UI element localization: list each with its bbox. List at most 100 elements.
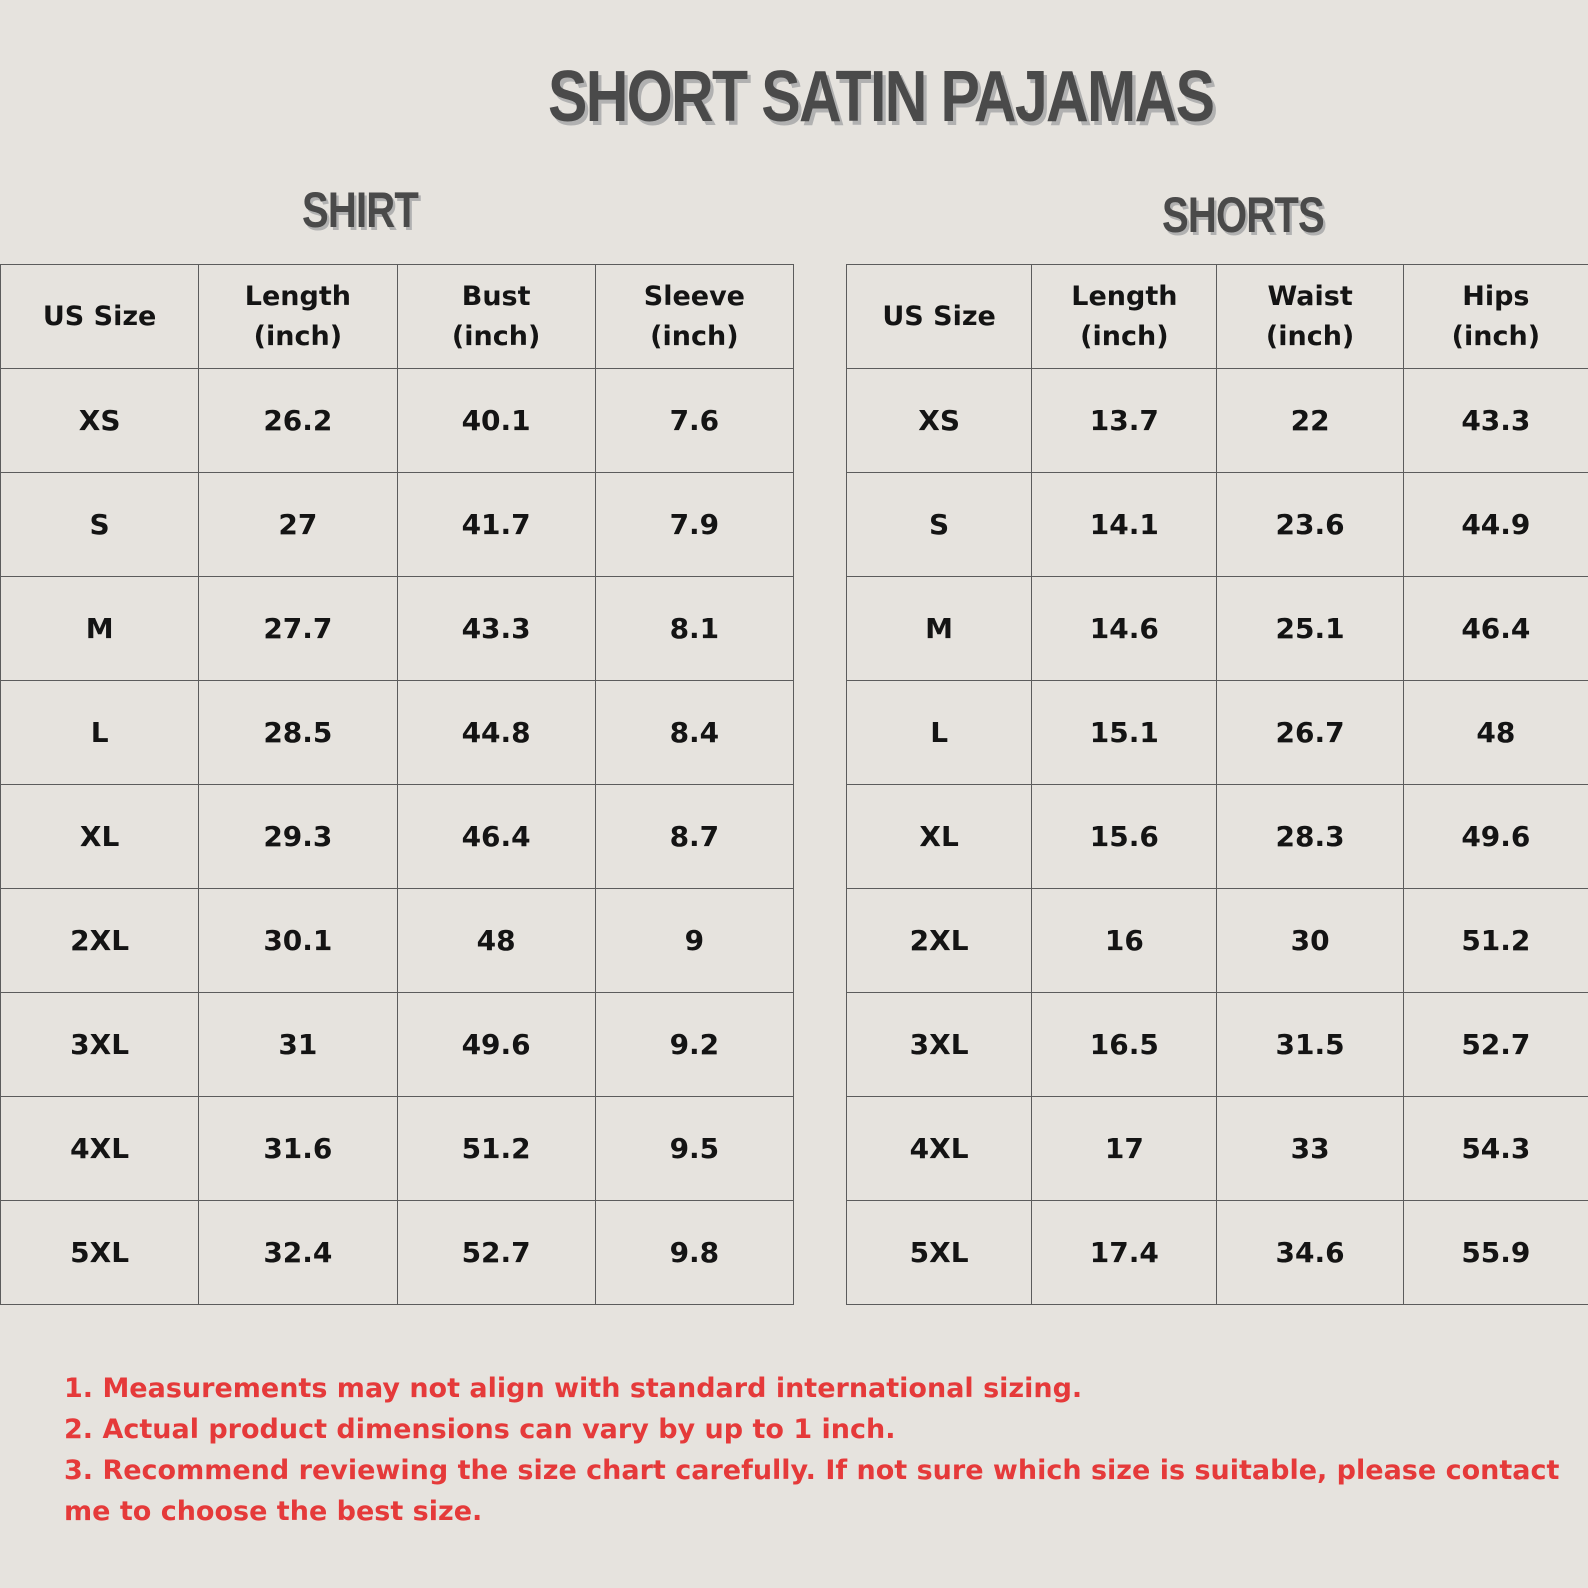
note-2: 2. Actual product dimensions can vary by…: [64, 1414, 896, 1445]
value-cell: 8.7: [594, 784, 795, 889]
value-cell: 8.4: [594, 680, 795, 785]
size-cell: 4XL: [845, 1096, 1033, 1201]
table-row: 3XL 31 49.6 9.2: [0, 992, 795, 1097]
value-cell: 51.2: [1402, 888, 1588, 993]
value-cell: 40.1: [396, 368, 596, 473]
size-cell: 3XL: [0, 992, 200, 1097]
value-cell: 26.7: [1216, 680, 1404, 785]
size-cell: 4XL: [0, 1096, 200, 1201]
value-cell: 48: [396, 888, 596, 993]
value-cell: 27: [198, 472, 398, 577]
value-cell: 43.3: [1402, 368, 1588, 473]
table-row: 2XL 30.1 48 9: [0, 888, 795, 993]
shorts-size-table: US Size Length (inch) Waist (inch) Hips …: [845, 264, 1588, 1305]
size-cell: 3XL: [845, 992, 1033, 1097]
size-cell: 2XL: [0, 888, 200, 993]
value-cell: 13.7: [1031, 368, 1218, 473]
table-row: S 14.1 23.6 44.9: [845, 472, 1588, 577]
page-title: SHORT SATIN PAJAMAS: [548, 57, 1215, 137]
shorts-section-title: SHORTS: [1162, 187, 1325, 243]
value-cell: 33: [1216, 1096, 1404, 1201]
size-cell: M: [0, 576, 200, 681]
size-cell: S: [845, 472, 1033, 577]
value-cell: 46.4: [1402, 576, 1588, 681]
sizing-notes: 1. Measurements may not align with stand…: [64, 1368, 1564, 1532]
table-row: 2XL 16 30 51.2: [845, 888, 1588, 993]
size-cell: XL: [0, 784, 200, 889]
table-row: S 27 41.7 7.9: [0, 472, 795, 577]
value-cell: 15.6: [1031, 784, 1218, 889]
value-cell: 49.6: [1402, 784, 1588, 889]
value-cell: 34.6: [1216, 1200, 1404, 1305]
column-header-waist: Waist (inch): [1216, 264, 1404, 369]
table-row: 4XL 17 33 54.3: [845, 1096, 1588, 1201]
value-cell: 30: [1216, 888, 1404, 993]
table-row: 3XL 16.5 31.5 52.7: [845, 992, 1588, 1097]
value-cell: 41.7: [396, 472, 596, 577]
table-row: XS 26.2 40.1 7.6: [0, 368, 795, 473]
value-cell: 51.2: [396, 1096, 596, 1201]
value-cell: 44.9: [1402, 472, 1588, 577]
value-cell: 48: [1402, 680, 1588, 785]
value-cell: 46.4: [396, 784, 596, 889]
value-cell: 7.9: [594, 472, 795, 577]
note-1: 1. Measurements may not align with stand…: [64, 1373, 1083, 1404]
table-header-row: US Size Length (inch) Bust (inch) Sleeve…: [0, 264, 795, 369]
table-row: L 15.1 26.7 48: [845, 680, 1588, 785]
value-cell: 14.6: [1031, 576, 1218, 681]
value-cell: 52.7: [1402, 992, 1588, 1097]
table-row: XL 15.6 28.3 49.6: [845, 784, 1588, 889]
table-row: XL 29.3 46.4 8.7: [0, 784, 795, 889]
value-cell: 43.3: [396, 576, 596, 681]
value-cell: 28.5: [198, 680, 398, 785]
value-cell: 31.6: [198, 1096, 398, 1201]
value-cell: 8.1: [594, 576, 795, 681]
table-row: 5XL 32.4 52.7 9.8: [0, 1200, 795, 1305]
size-cell: L: [845, 680, 1033, 785]
size-cell: XS: [0, 368, 200, 473]
shirt-table-body: XS 26.2 40.1 7.6 S 27 41.7 7.9 M 27.7 43.3 8.1 L 28.5…: [0, 368, 795, 1305]
value-cell: 27.7: [198, 576, 398, 681]
value-cell: 30.1: [198, 888, 398, 993]
column-header-length: Length (inch): [198, 264, 398, 369]
value-cell: 52.7: [396, 1200, 596, 1305]
value-cell: 23.6: [1216, 472, 1404, 577]
value-cell: 32.4: [198, 1200, 398, 1305]
value-cell: 25.1: [1216, 576, 1404, 681]
value-cell: 9.2: [594, 992, 795, 1097]
value-cell: 14.1: [1031, 472, 1218, 577]
value-cell: 17: [1031, 1096, 1218, 1201]
value-cell: 28.3: [1216, 784, 1404, 889]
value-cell: 16.5: [1031, 992, 1218, 1097]
shorts-table-body: XS 13.7 22 43.3 S 14.1 23.6 44.9 M 14.6 25.1 46.4 L 1…: [845, 368, 1588, 1305]
note-3: 3. Recommend reviewing the size chart ca…: [64, 1455, 1560, 1527]
table-row: L 28.5 44.8 8.4: [0, 680, 795, 785]
shirt-size-table: US Size Length (inch) Bust (inch) Sleeve…: [0, 264, 795, 1305]
value-cell: 29.3: [198, 784, 398, 889]
column-header-hips: Hips (inch): [1402, 264, 1588, 369]
value-cell: 17.4: [1031, 1200, 1218, 1305]
value-cell: 22: [1216, 368, 1404, 473]
value-cell: 31.5: [1216, 992, 1404, 1097]
table-row: M 27.7 43.3 8.1: [0, 576, 795, 681]
size-cell: XL: [845, 784, 1033, 889]
column-header-sleeve: Sleeve (inch): [594, 264, 795, 369]
value-cell: 49.6: [396, 992, 596, 1097]
size-cell: S: [0, 472, 200, 577]
value-cell: 7.6: [594, 368, 795, 473]
value-cell: 9.5: [594, 1096, 795, 1201]
table-header-row: US Size Length (inch) Waist (inch) Hips …: [845, 264, 1588, 369]
value-cell: 31: [198, 992, 398, 1097]
size-cell: XS: [845, 368, 1033, 473]
table-row: M 14.6 25.1 46.4: [845, 576, 1588, 681]
table-row: 4XL 31.6 51.2 9.5: [0, 1096, 795, 1201]
value-cell: 9: [594, 888, 795, 993]
size-cell: 5XL: [845, 1200, 1033, 1305]
value-cell: 9.8: [594, 1200, 795, 1305]
column-header-bust: Bust (inch): [396, 264, 596, 369]
size-cell: 2XL: [845, 888, 1033, 993]
value-cell: 16: [1031, 888, 1218, 993]
size-cell: L: [0, 680, 200, 785]
column-header-us-size: US Size: [845, 264, 1033, 369]
column-header-length: Length (inch): [1031, 264, 1218, 369]
